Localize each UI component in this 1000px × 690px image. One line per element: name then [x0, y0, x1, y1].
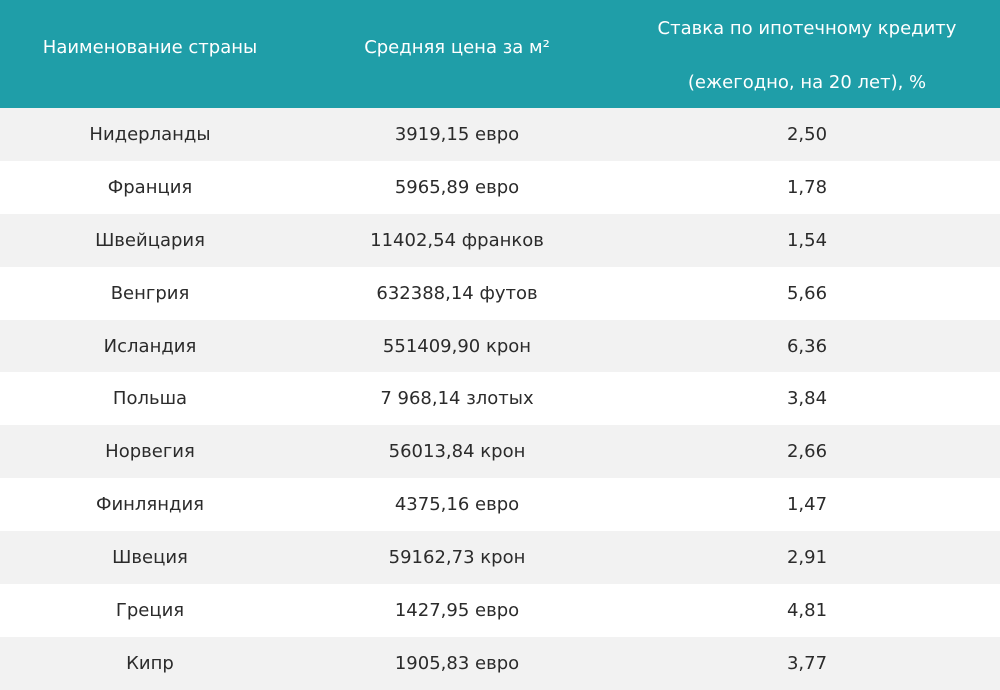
- table-row: Греция 1427,95 евро 4,81: [0, 584, 1000, 637]
- cell-price: 5965,89 евро: [394, 176, 520, 198]
- cell-price: 4375,16 евро: [394, 494, 520, 516]
- header-rate: Ставка по ипотечному кредиту (ежегодно, …: [614, 0, 1000, 108]
- cell-price: 1427,95 евро: [394, 599, 520, 621]
- cell-country: Швеция: [112, 547, 188, 569]
- table-header: Наименование страны Средняя цена за м² С…: [0, 0, 1000, 108]
- table-row: Швейцария 11402,54 франков 1,54: [0, 213, 1000, 267]
- cell-price: 1905,83 евро: [394, 652, 520, 674]
- cell-rate: 2,50: [786, 123, 828, 145]
- cell-country: Норвегия: [105, 441, 195, 463]
- cell-country: Венгрия: [110, 282, 190, 304]
- table-row: Кипр 1905,83 евро 3,77: [0, 636, 1000, 690]
- table-body: Нидерланды 3919,15 евро 2,50 Франция 5965,89…: [0, 108, 1000, 690]
- table-row: Венгрия 632388,14 футов 5,66: [0, 266, 1000, 320]
- cell-rate: 3,84: [786, 388, 828, 410]
- cell-country: Польша: [112, 388, 188, 410]
- cell-price: 56013,84 крон: [388, 441, 526, 463]
- cell-rate: 1,47: [786, 494, 828, 516]
- cell-rate: 1,78: [786, 176, 828, 198]
- header-rate-line2: (ежегодно, на 20 лет), %: [687, 72, 927, 93]
- cell-price: 551409,90 крон: [382, 335, 532, 357]
- cell-price: 11402,54 франков: [370, 229, 544, 251]
- cell-rate: 2,91: [786, 547, 828, 569]
- cell-country: Швейцария: [95, 229, 205, 251]
- cell-country: Кипр: [126, 652, 174, 674]
- cell-price: 632388,14 футов: [376, 282, 538, 304]
- cell-rate: 1,54: [786, 229, 828, 251]
- cell-country: Нидерланды: [89, 123, 211, 145]
- table-row: Франция 5965,89 евро 1,78: [0, 160, 1000, 214]
- cell-rate: 3,77: [786, 652, 828, 674]
- header-rate-line1: Ставка по ипотечному кредиту: [657, 18, 957, 39]
- cell-price: 7 968,14 злотых: [380, 388, 534, 410]
- table-row: Финляндия 4375,16 евро 1,47: [0, 478, 1000, 532]
- table-row: Исландия 551409,90 крон 6,36: [0, 319, 1000, 373]
- cell-rate: 5,66: [786, 282, 828, 304]
- header-country: Наименование страны: [42, 37, 258, 58]
- cell-rate: 6,36: [786, 335, 828, 357]
- table-row: Швеция 59162,73 крон 2,91: [0, 531, 1000, 585]
- cell-country: Финляндия: [95, 494, 205, 516]
- cell-country: Исландия: [103, 335, 197, 357]
- cell-country: Греция: [115, 599, 185, 621]
- cell-country: Франция: [107, 176, 193, 198]
- header-price: Средняя цена за м²: [364, 37, 550, 58]
- cell-rate: 4,81: [786, 599, 828, 621]
- cell-rate: 2,66: [786, 441, 828, 463]
- table-row: Норвегия 56013,84 крон 2,66: [0, 425, 1000, 479]
- cell-price: 3919,15 евро: [394, 123, 520, 145]
- cell-price: 59162,73 крон: [388, 547, 526, 569]
- table-row: Нидерланды 3919,15 евро 2,50: [0, 108, 1000, 161]
- table-row: Польша 7 968,14 злотых 3,84: [0, 372, 1000, 426]
